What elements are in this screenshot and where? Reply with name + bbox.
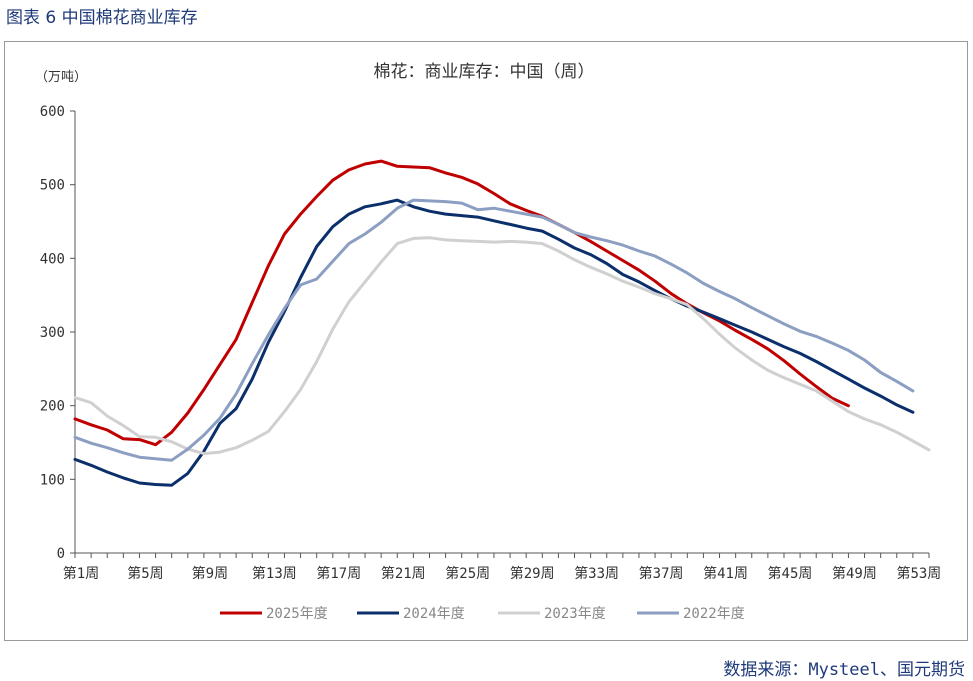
chart-title: 棉花：商业库存：中国（周） (374, 62, 595, 82)
y-tick-label: 500 (40, 178, 65, 194)
y-tick-label: 200 (40, 399, 65, 415)
x-tick-label: 第37周 (639, 565, 684, 582)
legend-label: 2022年度 (683, 606, 745, 622)
x-tick-label: 第29周 (510, 565, 555, 582)
figure-caption: 图表 6 中国棉花商业库存 (6, 8, 198, 28)
legend-label: 2023年度 (544, 606, 606, 622)
y-tick-label: 300 (40, 325, 65, 341)
legend-item: 2023年度 (498, 606, 606, 622)
legend-item: 2024年度 (357, 606, 465, 622)
x-tick-label: 第41周 (703, 565, 748, 582)
y-tick-label: 0 (57, 546, 65, 562)
line-chart: 棉花：商业库存：中国（周） （万吨） 0 100 200 300 400 500 600 第… (35, 62, 941, 622)
x-tick-label: 第33周 (574, 565, 619, 582)
y-unit-label: （万吨） (35, 70, 87, 85)
x-tick-label: 第5周 (127, 565, 163, 582)
x-tick-label: 第9周 (192, 565, 228, 582)
x-tick-label: 第53周 (896, 565, 941, 582)
series-line-2024年度 (73, 198, 915, 487)
series-lines (73, 159, 931, 487)
x-tick-label: 第25周 (445, 565, 490, 582)
legend: 2025年度 2024年度 2023年度 2022年度 (220, 606, 745, 622)
y-axis: 0 100 200 300 400 500 600 (40, 104, 76, 562)
series-line-2023年度 (73, 236, 931, 456)
legend-label: 2025年度 (266, 606, 328, 622)
x-tick-label: 第45周 (768, 565, 813, 582)
legend-label: 2024年度 (403, 606, 465, 622)
legend-item: 2025年度 (220, 606, 328, 622)
chart-frame: 棉花：商业库存：中国（周） （万吨） 0 100 200 300 400 500 600 第… (4, 41, 968, 641)
y-tick-label: 600 (40, 104, 65, 120)
x-tick-label: 第49周 (832, 565, 877, 582)
x-tick-label: 第21周 (381, 565, 426, 582)
legend-item: 2022年度 (637, 606, 745, 622)
series-line-2025年度 (73, 159, 850, 447)
y-tick-label: 400 (40, 251, 65, 267)
x-tick-label: 第1周 (63, 565, 99, 582)
x-axis: 第1周 第5周 第9周 第13周 第17周 第21周 第25周 第29周 第33周 第37周 第41… (63, 552, 941, 582)
x-tick-label: 第17周 (316, 565, 361, 582)
y-tick-label: 100 (40, 472, 65, 488)
x-tick-label: 第13周 (252, 565, 297, 582)
series-line-2022年度 (73, 198, 915, 462)
data-source: 数据来源：Mysteel、国元期货 (723, 660, 965, 680)
